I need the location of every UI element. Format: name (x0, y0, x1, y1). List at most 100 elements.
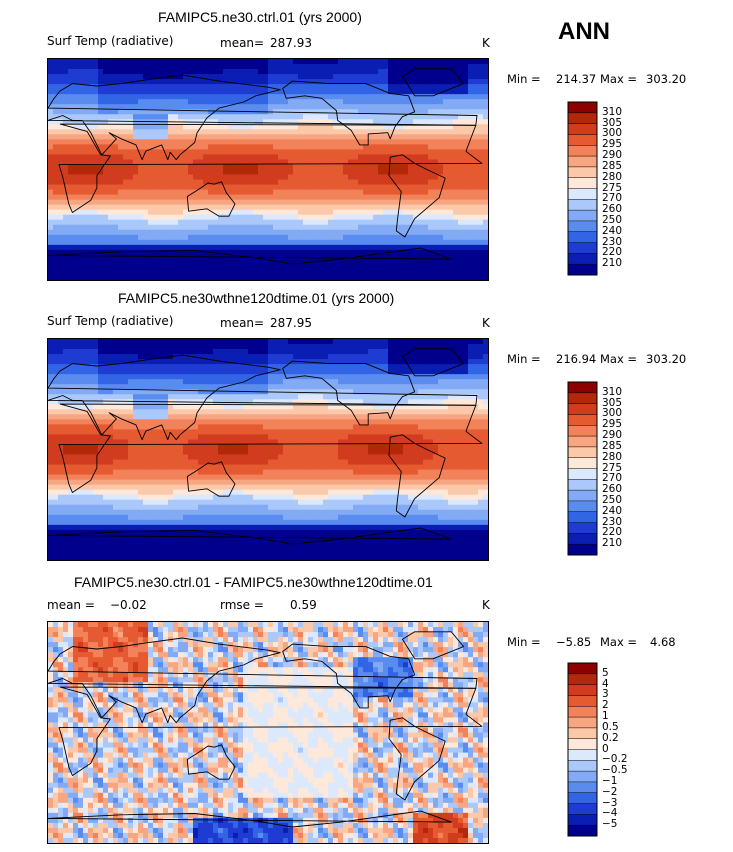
map-cell (133, 379, 139, 385)
map-cell (453, 269, 459, 276)
map-cell (483, 79, 488, 85)
map-cell (443, 134, 449, 140)
map-cell (428, 164, 434, 170)
map-cell (453, 224, 459, 231)
map-cell (178, 219, 184, 226)
map-cell (428, 199, 434, 206)
map-cell (428, 249, 434, 256)
map-cell (358, 359, 364, 365)
map-cell (188, 159, 194, 165)
map-cell (463, 84, 469, 90)
map-cell (283, 114, 289, 120)
map-cell (473, 119, 479, 125)
map-cell (338, 239, 344, 246)
map-cell (208, 344, 214, 350)
map-cell (478, 139, 484, 145)
map-cell (398, 79, 404, 85)
map-cell (278, 119, 284, 125)
map-cell (78, 69, 84, 75)
map-cell (408, 164, 414, 170)
map-cell (48, 154, 54, 160)
map-cell (198, 164, 204, 170)
map-cell (323, 134, 329, 140)
map-cell (198, 259, 204, 266)
map-cell (373, 144, 379, 150)
map-cell (413, 189, 419, 196)
map-cell (423, 179, 429, 185)
map-cell (98, 244, 104, 251)
map-cell (478, 274, 484, 280)
map-cell (73, 154, 79, 160)
map-cell (138, 184, 144, 190)
map-cell (428, 74, 434, 80)
map-cell (173, 64, 179, 70)
map-cell (233, 59, 239, 65)
map-cell (443, 369, 449, 375)
map-cell (438, 94, 444, 100)
map-cell (313, 154, 319, 160)
map-cell (218, 129, 224, 135)
map-cell (248, 124, 254, 130)
map-cell (118, 59, 124, 65)
map-cell (368, 364, 374, 370)
map-cell (153, 109, 159, 115)
map-cell (193, 79, 199, 85)
map-cell (73, 114, 79, 120)
map-cell (253, 234, 259, 241)
map-cell (343, 119, 349, 125)
map-cell (373, 69, 379, 75)
map-cell (418, 259, 424, 266)
map-cell (143, 214, 149, 221)
map-cell (433, 99, 439, 105)
map-cell (483, 109, 488, 115)
map-cell (188, 99, 194, 105)
map-cell (293, 369, 299, 375)
map-cell (263, 344, 269, 350)
map-cell (438, 114, 444, 120)
map-cell (238, 229, 244, 236)
map-cell (358, 94, 364, 100)
map-cell (398, 354, 404, 360)
map-cell (138, 244, 144, 251)
map-cell (108, 214, 114, 221)
map-cell (388, 194, 394, 201)
map-cell (158, 354, 164, 360)
map-cell (173, 204, 179, 211)
map-cell (363, 339, 369, 345)
map-cell (63, 344, 69, 350)
map-cell (53, 369, 59, 375)
map-cell (163, 374, 169, 380)
map-cell (423, 374, 429, 380)
map-cell (473, 64, 479, 70)
map-cell (403, 264, 409, 271)
map-cell (428, 69, 434, 75)
map-cell (483, 64, 488, 70)
map-cell (253, 264, 259, 271)
map-cell (118, 339, 124, 345)
map-cell (363, 234, 369, 241)
map-cell (188, 249, 194, 256)
map-cell (483, 174, 488, 180)
map-cell (343, 219, 349, 226)
map-cell (288, 159, 294, 165)
map-cell (388, 224, 394, 231)
map-cell (458, 134, 464, 140)
map-cell (48, 399, 54, 405)
map-cell (293, 264, 299, 271)
map-cell (53, 269, 59, 276)
map-cell (338, 59, 344, 65)
map-cell (78, 184, 84, 190)
map-cell (223, 264, 229, 271)
map-cell (283, 354, 289, 360)
map-cell (178, 129, 184, 135)
map-cell (108, 354, 114, 360)
map-cell (363, 389, 369, 395)
map-cell (223, 179, 229, 185)
map-cell (108, 144, 114, 150)
map-cell (268, 344, 274, 350)
map-cell (453, 124, 459, 130)
map-cell (223, 139, 229, 145)
map-cell (158, 369, 164, 375)
map-cell (163, 129, 169, 135)
map-cell (288, 219, 294, 226)
